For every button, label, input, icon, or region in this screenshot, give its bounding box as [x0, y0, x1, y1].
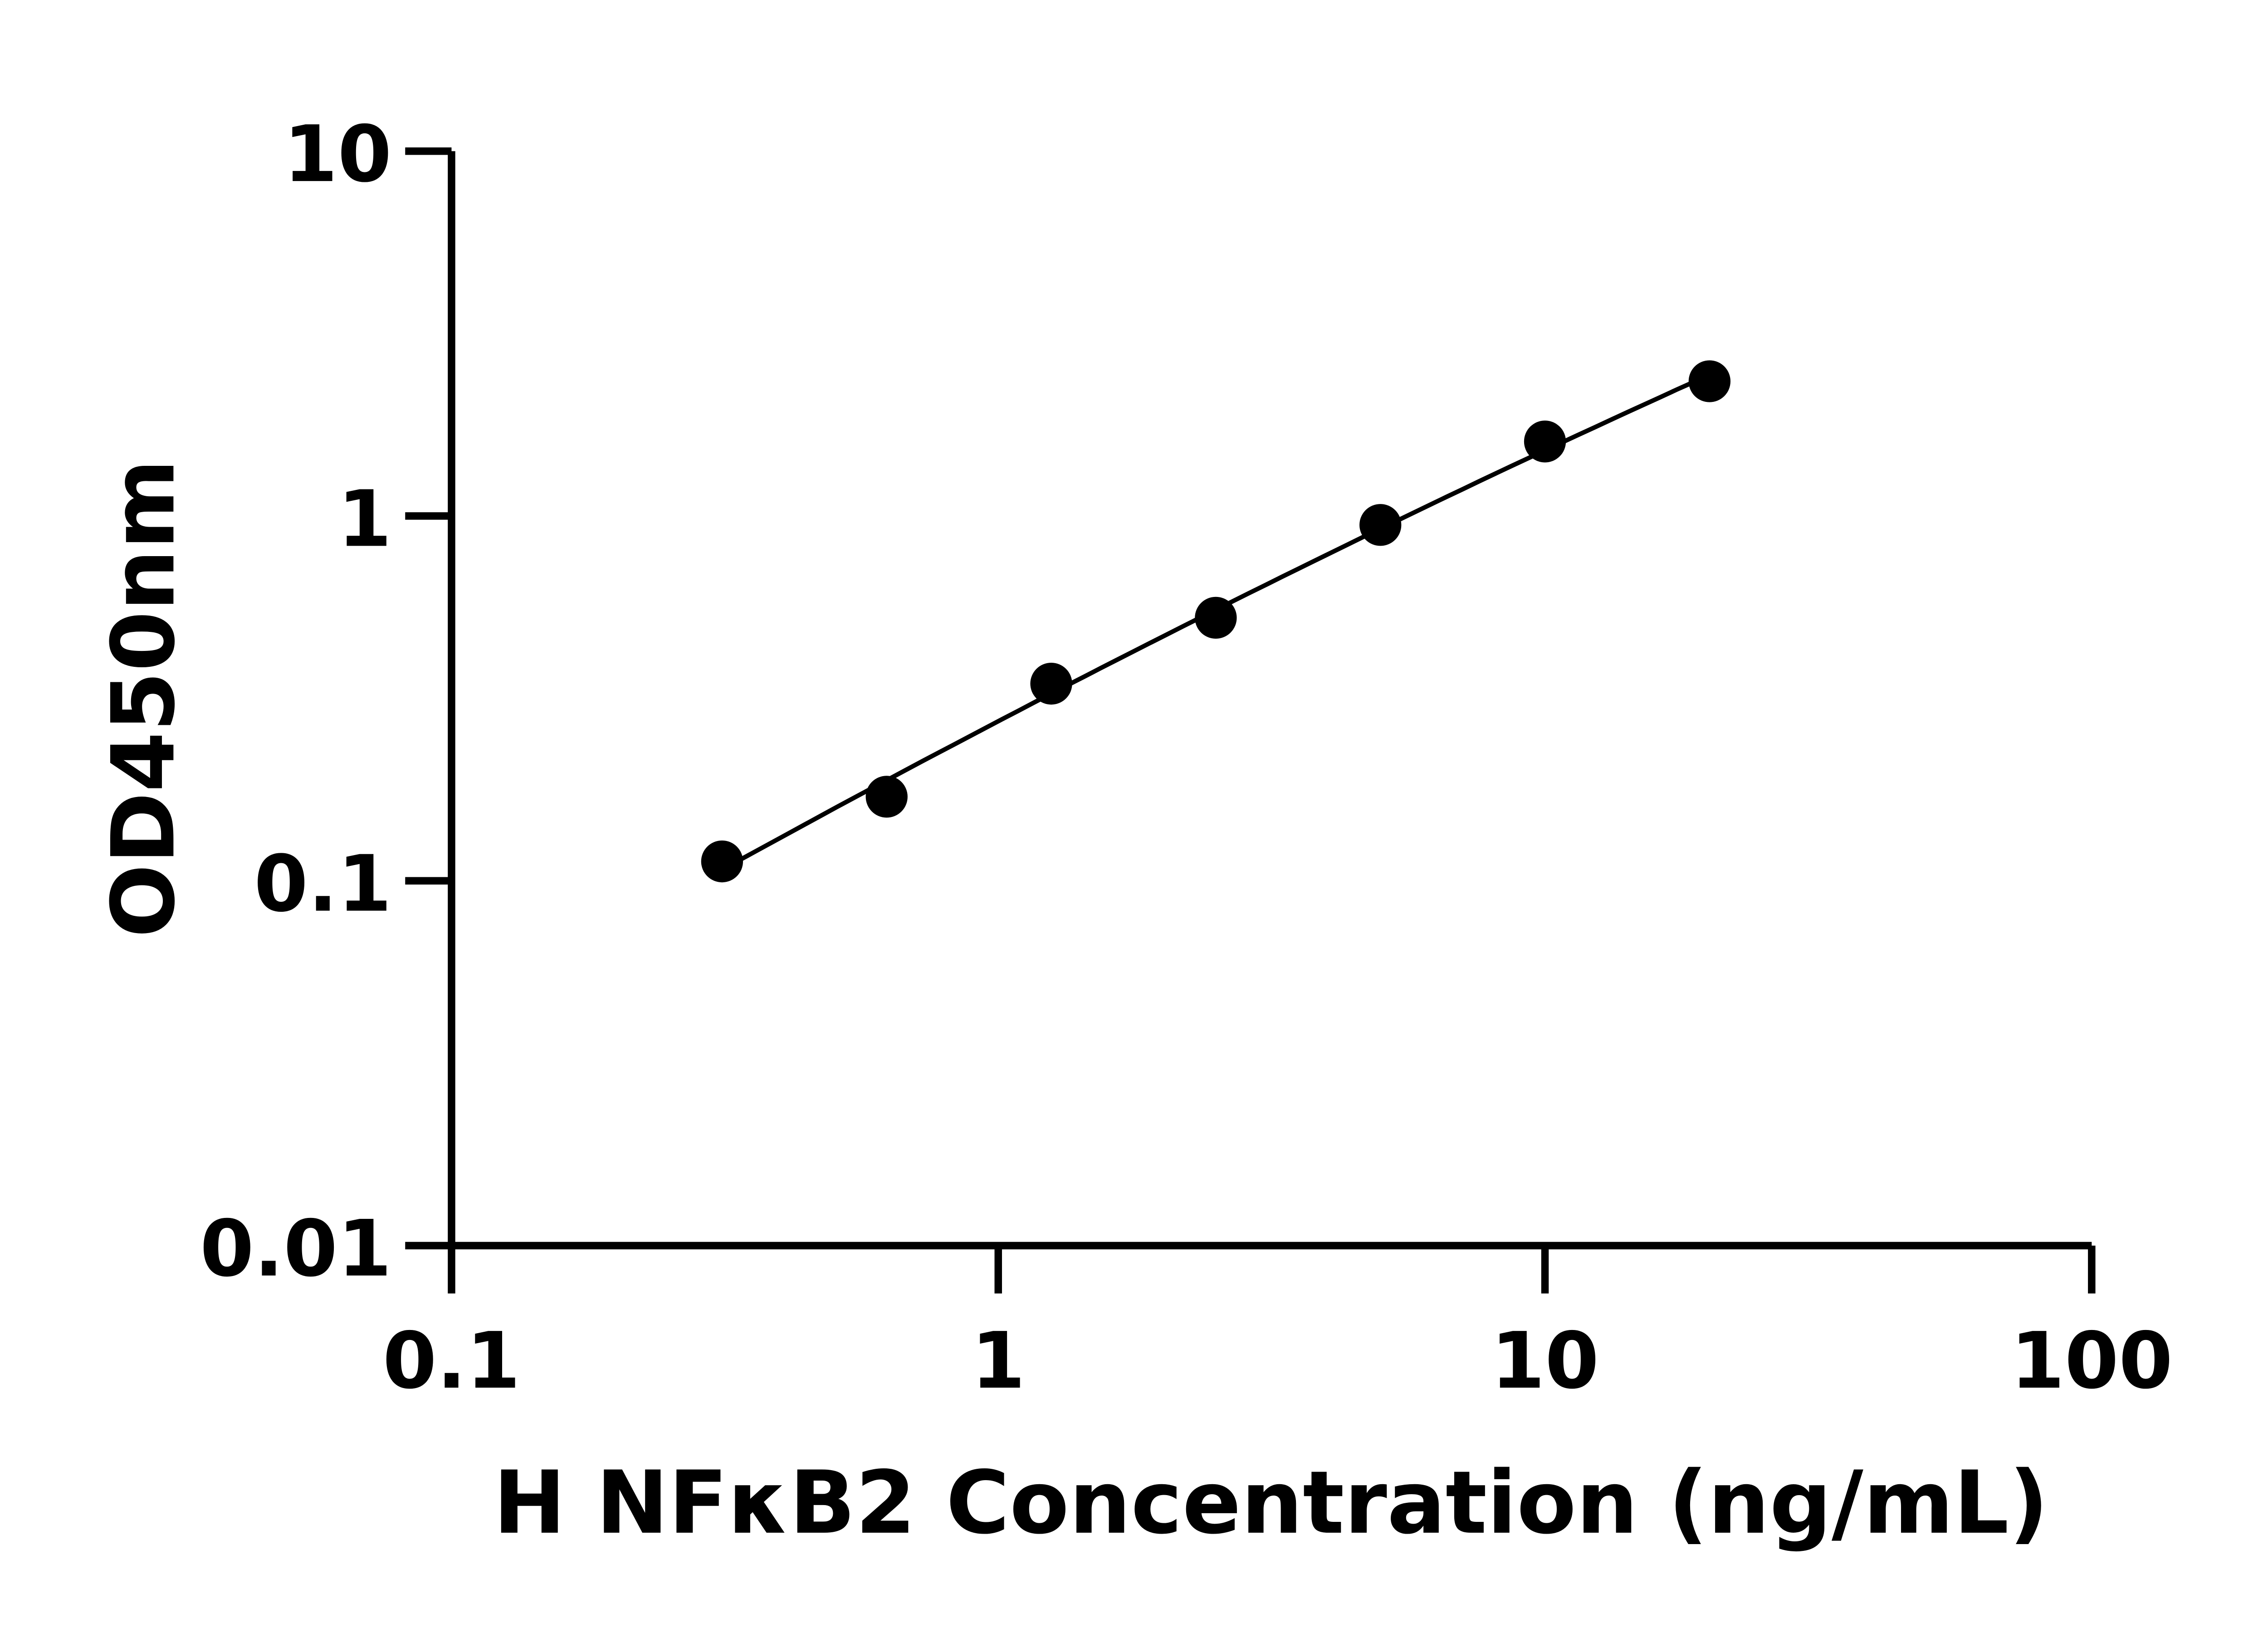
data-point — [1688, 360, 1731, 402]
data-points — [701, 360, 1731, 883]
axes — [405, 147, 2096, 1294]
y-tick-label: 1 — [337, 474, 391, 564]
data-point — [1359, 504, 1402, 546]
x-tick-label: 1 — [971, 1316, 1025, 1406]
data-point — [701, 840, 743, 883]
x-tick-labels: 0.1 1 10 100 — [383, 1316, 2173, 1406]
y-tick-labels: 0.01 0.1 1 10 — [200, 109, 392, 1294]
data-point — [1195, 596, 1237, 639]
data-point — [1030, 663, 1072, 705]
data-point — [1524, 420, 1566, 463]
y-tick-label: 0.01 — [200, 1204, 392, 1294]
y-tick-label: 0.1 — [254, 839, 392, 929]
y-axis-label: OD450nm — [93, 459, 194, 938]
y-tick-label: 10 — [284, 109, 392, 200]
data-point — [865, 776, 908, 818]
x-tick-label: 0.1 — [383, 1316, 521, 1406]
x-axis-label: H NFκB2 Concentration (ng/mL) — [493, 1453, 2048, 1554]
x-tick-label: 100 — [2010, 1316, 2173, 1406]
x-tick-label: 10 — [1491, 1316, 1599, 1406]
